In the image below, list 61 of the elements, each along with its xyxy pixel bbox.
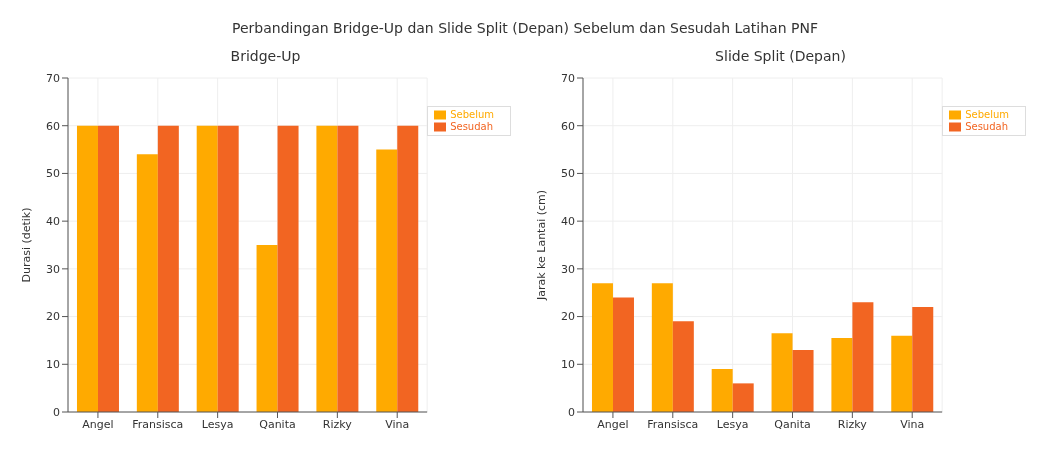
x-tick-label: Angel xyxy=(597,417,629,431)
y-axis-title: Durasi (detik) xyxy=(19,207,33,283)
bar xyxy=(591,283,613,412)
y-tick-label: 10 xyxy=(561,358,575,372)
y-tick-label: 20 xyxy=(46,310,60,324)
legend-label: Sesudah xyxy=(965,121,1009,132)
x-tick-label: Vina xyxy=(900,417,925,431)
bar xyxy=(196,125,218,412)
x-tick-label: Fransisca xyxy=(647,417,699,431)
y-tick-label: 70 xyxy=(561,71,575,85)
bar xyxy=(852,302,874,412)
bar xyxy=(711,369,733,412)
bar xyxy=(376,149,398,412)
bar xyxy=(831,338,853,412)
x-tick-label: Fransisca xyxy=(132,417,184,431)
y-tick-label: 0 xyxy=(53,405,60,419)
y-tick-label: 60 xyxy=(46,119,60,133)
x-tick-label: Vina xyxy=(385,417,410,431)
bar xyxy=(732,383,754,412)
x-tick-label: Angel xyxy=(82,417,114,431)
legend-label: Sebelum xyxy=(965,109,1009,120)
y-tick-label: 30 xyxy=(46,262,60,276)
y-tick-label: 30 xyxy=(561,262,575,276)
bar xyxy=(397,125,419,412)
chart-title: Slide Split (Depan) xyxy=(714,48,847,66)
y-tick-label: 20 xyxy=(561,310,575,324)
x-tick-label: Lesya xyxy=(716,417,749,431)
y-tick-label: 0 xyxy=(568,405,575,419)
x-tick-label: Rizky xyxy=(837,417,868,431)
bar xyxy=(277,125,299,412)
bar xyxy=(136,154,158,412)
y-axis-title: Jarak ke Lantai (cm) xyxy=(534,189,548,302)
legend-label: Sesudah xyxy=(450,121,494,132)
y-tick-label: 50 xyxy=(561,167,575,181)
bar xyxy=(792,349,814,412)
bar xyxy=(157,125,179,412)
bar xyxy=(771,333,793,412)
text: Perbandingan Bridge-Up dan Slide Split (Depan) Sebelum dan Sesudah Latihan PNF xyxy=(232,20,818,36)
bar xyxy=(337,125,359,412)
y-tick-label: 40 xyxy=(46,215,60,229)
bar xyxy=(256,245,278,412)
y-tick-label: 70 xyxy=(46,71,60,85)
x-tick-label: Qanita xyxy=(774,417,811,431)
chart-title: Bridge-Up xyxy=(229,48,302,66)
x-tick-label: Qanita xyxy=(259,417,296,431)
bar xyxy=(316,125,338,412)
x-tick-label: Lesya xyxy=(201,417,234,431)
bar xyxy=(76,125,98,412)
y-tick-label: 10 xyxy=(46,358,60,372)
legend-label: Sebelum xyxy=(450,109,494,120)
y-tick-label: 40 xyxy=(561,215,575,229)
bar xyxy=(97,125,119,412)
y-tick-label: 60 xyxy=(561,119,575,133)
bar xyxy=(912,307,934,412)
bar xyxy=(217,125,239,412)
bar xyxy=(651,283,673,412)
bar xyxy=(672,321,694,412)
y-tick-label: 50 xyxy=(46,167,60,181)
bar xyxy=(612,297,634,412)
bar xyxy=(891,335,913,412)
x-tick-label: Rizky xyxy=(322,417,353,431)
